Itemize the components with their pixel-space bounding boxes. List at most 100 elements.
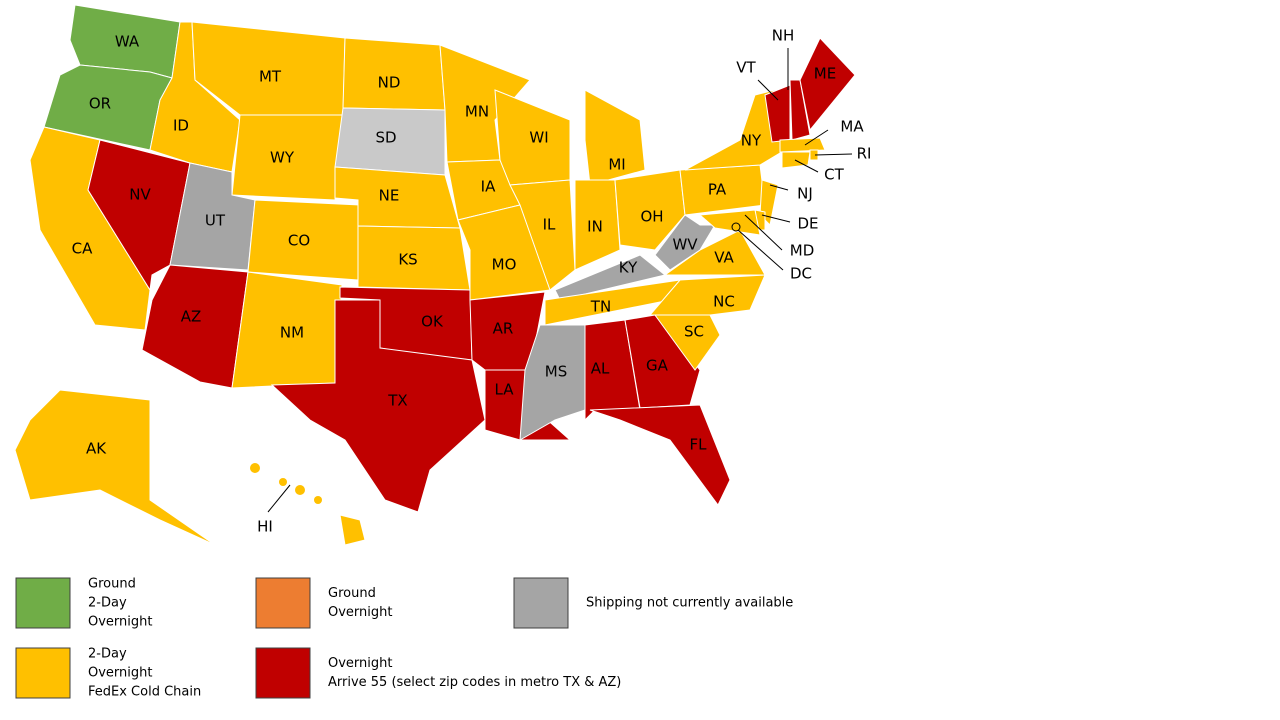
leader-line bbox=[757, 79, 779, 101]
state: OK bbox=[339, 286, 473, 361]
state: NY bbox=[684, 89, 786, 171]
state: GA bbox=[624, 314, 701, 409]
legend-text: 2-Day bbox=[88, 596, 127, 611]
state-label: MI bbox=[608, 156, 625, 174]
state: SC bbox=[654, 314, 721, 371]
legend-text: Ground bbox=[328, 586, 376, 601]
state: ND bbox=[342, 37, 446, 111]
state: IL bbox=[509, 179, 576, 291]
state: HI bbox=[250, 463, 366, 546]
state-label: OK bbox=[421, 313, 444, 331]
state-shape bbox=[574, 179, 621, 271]
state-shape bbox=[231, 114, 344, 201]
state: AK bbox=[14, 389, 216, 546]
state-label: TN bbox=[590, 298, 611, 316]
state-shape bbox=[684, 89, 786, 171]
state-label: IL bbox=[543, 216, 556, 234]
state-label: TX bbox=[387, 392, 407, 410]
legend-text: Arrive 55 (select zip codes in metro TX … bbox=[328, 675, 621, 690]
leader-line bbox=[744, 214, 783, 251]
state: TX bbox=[270, 299, 486, 513]
state-label: IN bbox=[587, 218, 603, 236]
state-label: KS bbox=[398, 251, 417, 269]
state-label: AK bbox=[86, 440, 107, 458]
legend-text: Overnight bbox=[88, 615, 152, 630]
leader-line bbox=[814, 153, 853, 156]
state: DE bbox=[754, 209, 819, 233]
legend-swatch bbox=[255, 647, 311, 699]
state-label: MN bbox=[465, 103, 489, 121]
state-label: HI bbox=[257, 518, 273, 536]
state: FL bbox=[589, 404, 731, 506]
state-label: SD bbox=[375, 129, 396, 147]
state-label: NH bbox=[772, 27, 795, 45]
state-label: NM bbox=[280, 324, 304, 342]
state-label: MA bbox=[840, 118, 864, 136]
state-label: IA bbox=[481, 178, 496, 196]
leader-line bbox=[761, 214, 791, 223]
state-label: GA bbox=[646, 357, 669, 375]
legend-swatch bbox=[15, 647, 71, 699]
state-label: NV bbox=[129, 186, 151, 204]
legend-swatch bbox=[15, 577, 71, 629]
legend-text: FedEx Cold Chain bbox=[88, 685, 201, 700]
state-label: FL bbox=[690, 436, 708, 454]
state-shape bbox=[624, 314, 701, 409]
state-label: ME bbox=[814, 65, 836, 83]
state-label: UT bbox=[205, 212, 226, 230]
state: CT bbox=[781, 151, 845, 184]
legend-text: Overnight bbox=[328, 656, 392, 671]
state-label: MT bbox=[259, 68, 282, 86]
state-label: CA bbox=[72, 240, 93, 258]
state-label: ND bbox=[378, 74, 401, 92]
state: AZ bbox=[141, 264, 249, 389]
state-label: DC bbox=[790, 265, 812, 283]
state-label: AR bbox=[493, 320, 514, 338]
state-label: MD bbox=[790, 242, 815, 260]
state-label: WI bbox=[529, 129, 548, 147]
state: MD bbox=[698, 209, 815, 260]
state-shape bbox=[589, 404, 731, 506]
state-label: MO bbox=[492, 256, 517, 274]
state-label: NC bbox=[713, 293, 735, 311]
state-label: ID bbox=[173, 117, 189, 135]
state-label: OR bbox=[89, 95, 111, 113]
state-label: VA bbox=[714, 249, 734, 267]
state-shape bbox=[509, 179, 576, 291]
state-label: WY bbox=[270, 149, 295, 167]
legend-swatch bbox=[513, 577, 569, 629]
legend-text: 2-Day bbox=[88, 647, 127, 662]
state-label: LA bbox=[495, 381, 515, 399]
state-label: VT bbox=[736, 59, 756, 77]
leader-line bbox=[794, 159, 819, 173]
legend-swatch bbox=[255, 577, 311, 629]
legend-text: Shipping not currently available bbox=[586, 596, 793, 611]
state-shape bbox=[779, 137, 826, 153]
state-label: PA bbox=[708, 181, 727, 199]
state: KY bbox=[554, 254, 667, 301]
state-label: WV bbox=[672, 236, 698, 254]
state-label: AZ bbox=[181, 308, 202, 326]
state: CO bbox=[247, 199, 361, 281]
leader-line bbox=[769, 184, 789, 191]
legend-text: Overnight bbox=[328, 605, 392, 620]
state: MA bbox=[779, 118, 864, 153]
state-label: NY bbox=[741, 132, 762, 150]
state-label: CT bbox=[824, 166, 844, 184]
leader-line bbox=[737, 229, 784, 271]
state-shape bbox=[584, 89, 646, 186]
state-label: NE bbox=[379, 187, 400, 205]
state: WV bbox=[654, 214, 716, 271]
state: NM bbox=[231, 271, 343, 389]
state-label: DE bbox=[797, 215, 818, 233]
state-label: OH bbox=[640, 208, 663, 226]
state: SD bbox=[334, 107, 446, 176]
state-shape bbox=[614, 169, 686, 251]
island bbox=[279, 478, 287, 486]
state-shape bbox=[809, 149, 819, 161]
state-label: CO bbox=[288, 232, 310, 250]
legend-text: Ground bbox=[88, 577, 136, 592]
state-label: WA bbox=[115, 33, 140, 51]
state-label: NJ bbox=[797, 185, 813, 203]
